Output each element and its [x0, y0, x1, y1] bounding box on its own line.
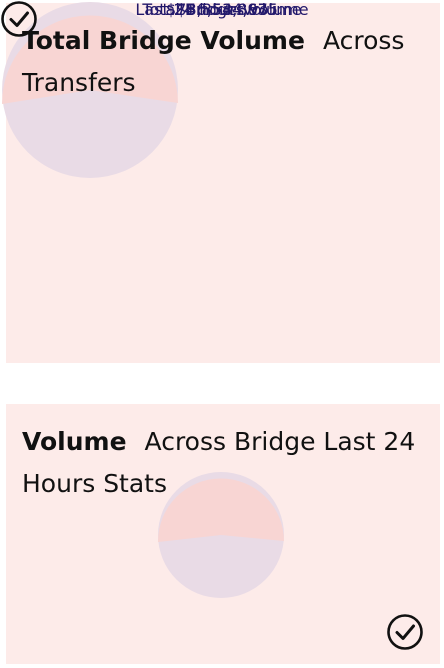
last-24h-volume-value: $8,854,897	[176, 0, 268, 19]
pie-chart-decoration	[1, 2, 178, 178]
total-volume-value: $756,534,635	[166, 0, 278, 19]
check-circle-icon[interactable]	[386, 613, 424, 651]
card-title-strong: Total Bridge Volume	[22, 26, 305, 55]
last-24h-volume-label: Last 24 hours volume	[135, 0, 309, 19]
check-circle-icon[interactable]	[0, 0, 38, 38]
pie-chart-decoration	[157, 472, 284, 598]
card-title: Total Bridge Volume Across Transfers	[22, 20, 422, 104]
card-title-rest: Across Transfers	[22, 26, 405, 97]
card-title-strong: Volume	[22, 427, 127, 456]
card-title-rest: Across Bridge Last 24 Hours Stats	[22, 427, 416, 498]
total-volume-label: Total Bridge Volume	[142, 0, 302, 19]
card-title: Volume Across Bridge Last 24 Hours Stats	[22, 421, 432, 505]
